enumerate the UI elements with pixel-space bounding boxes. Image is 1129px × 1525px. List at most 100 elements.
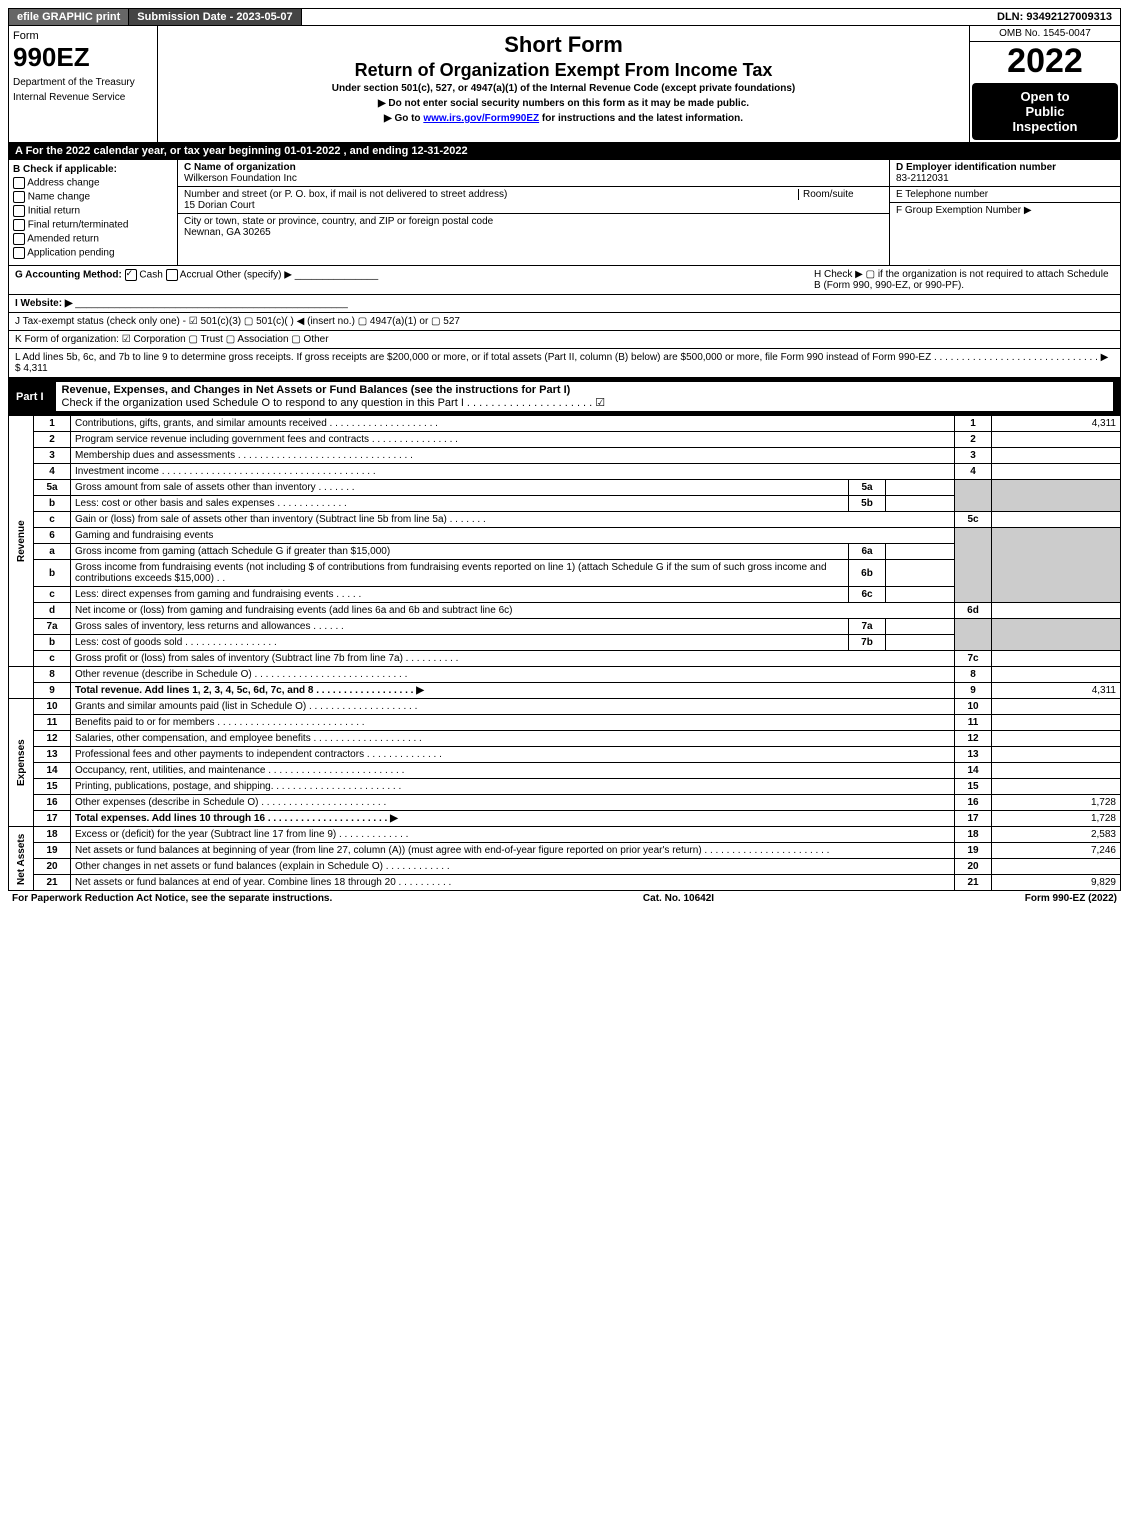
- ein-value: 83-2112031: [896, 173, 949, 184]
- footer-left: For Paperwork Reduction Act Notice, see …: [12, 893, 332, 904]
- section-c: C Name of organization Wilkerson Foundat…: [178, 160, 889, 265]
- accounting-label: G Accounting Method:: [15, 270, 122, 281]
- line-2-desc: Program service revenue including govern…: [71, 432, 955, 448]
- irs-label: Internal Revenue Service: [13, 92, 153, 103]
- line-20-desc: Other changes in net assets or fund bala…: [71, 859, 955, 875]
- under-section: Under section 501(c), 527, or 4947(a)(1)…: [166, 83, 961, 94]
- expenses-tab: Expenses: [9, 699, 34, 827]
- line-21-desc: Net assets or fund balances at end of ye…: [71, 875, 955, 891]
- section-bcd: B Check if applicable: Address change Na…: [8, 160, 1121, 266]
- page-footer: For Paperwork Reduction Act Notice, see …: [8, 891, 1121, 906]
- dln-number: DLN: 93492127009313: [989, 9, 1120, 25]
- line-19-value: 7,246: [992, 843, 1121, 859]
- netassets-tab: Net Assets: [9, 827, 34, 891]
- line-6a-desc: Gross income from gaming (attach Schedul…: [71, 544, 849, 560]
- line-18-value: 2,583: [992, 827, 1121, 843]
- line-3-desc: Membership dues and assessments . . . . …: [71, 448, 955, 464]
- form-number: 990EZ: [13, 42, 153, 73]
- line-6-desc: Gaming and fundraising events: [71, 528, 955, 544]
- part1-header: Part I Revenue, Expenses, and Changes in…: [8, 378, 1121, 415]
- part1-label: Part I: [16, 391, 56, 403]
- efile-print-button[interactable]: efile GRAPHIC print: [9, 9, 129, 25]
- check-address-change[interactable]: Address change: [13, 177, 173, 189]
- footer-form: Form 990-EZ (2022): [1025, 893, 1117, 904]
- section-def: D Employer identification number 83-2112…: [889, 160, 1120, 265]
- check-cash[interactable]: [125, 269, 137, 281]
- room-suite-label: Room/suite: [798, 189, 883, 200]
- form-id-block: Form 990EZ Department of the Treasury In…: [9, 26, 158, 142]
- title-block: Short Form Return of Organization Exempt…: [158, 26, 969, 142]
- line-6c-desc: Less: direct expenses from gaming and fu…: [71, 587, 849, 603]
- ein-label: D Employer identification number: [896, 162, 1056, 173]
- line-l-amount: 4,311: [23, 363, 47, 374]
- form-word: Form: [13, 30, 153, 42]
- revenue-tab: Revenue: [9, 416, 34, 667]
- section-b: B Check if applicable: Address change Na…: [9, 160, 178, 265]
- ssn-warning: ▶ Do not enter social security numbers o…: [166, 98, 961, 109]
- lines-table: Revenue 1Contributions, gifts, grants, a…: [8, 415, 1121, 891]
- line-1-value: 4,311: [992, 416, 1121, 432]
- line-5b-desc: Less: cost or other basis and sales expe…: [71, 496, 849, 512]
- open-public-badge: Open toPublicInspection: [972, 83, 1118, 140]
- check-final-return[interactable]: Final return/terminated: [13, 219, 173, 231]
- line-16-value: 1,728: [992, 795, 1121, 811]
- line-14-desc: Occupancy, rent, utilities, and maintena…: [71, 763, 955, 779]
- section-b-title: B Check if applicable:: [13, 164, 173, 175]
- line-17-desc: Total expenses. Add lines 10 through 16 …: [71, 811, 955, 827]
- line-18-desc: Excess or (deficit) for the year (Subtra…: [71, 827, 955, 843]
- line-7c-desc: Gross profit or (loss) from sales of inv…: [71, 651, 955, 667]
- goto-instruction: ▶ Go to www.irs.gov/Form990EZ for instru…: [166, 113, 961, 124]
- line-7b-desc: Less: cost of goods sold . . . . . . . .…: [71, 635, 849, 651]
- check-name-change[interactable]: Name change: [13, 191, 173, 203]
- line-17-value: 1,728: [992, 811, 1121, 827]
- line-16-desc: Other expenses (describe in Schedule O) …: [71, 795, 955, 811]
- line-9-desc: Total revenue. Add lines 1, 2, 3, 4, 5c,…: [71, 683, 955, 699]
- line-4-desc: Investment income . . . . . . . . . . . …: [71, 464, 955, 480]
- submission-date: Submission Date - 2023-05-07: [129, 9, 301, 25]
- org-city: Newnan, GA 30265: [184, 227, 271, 238]
- section-k-org: K Form of organization: ☑ Corporation ▢ …: [8, 331, 1121, 349]
- dept-treasury: Department of the Treasury: [13, 77, 153, 88]
- line-13-desc: Professional fees and other payments to …: [71, 747, 955, 763]
- check-pending[interactable]: Application pending: [13, 247, 173, 259]
- section-gh: G Accounting Method: Cash Accrual Other …: [8, 266, 1121, 295]
- part1-title: Revenue, Expenses, and Changes in Net As…: [62, 384, 571, 396]
- year-block: OMB No. 1545-0047 2022 Open toPublicInsp…: [969, 26, 1120, 142]
- section-h: H Check ▶ ▢ if the organization is not r…: [814, 269, 1114, 291]
- section-j-status: J Tax-exempt status (check only one) - ☑…: [8, 313, 1121, 331]
- line-9-value: 4,311: [992, 683, 1121, 699]
- section-a-tax-year: A For the 2022 calendar year, or tax yea…: [8, 143, 1121, 160]
- check-accrual[interactable]: [166, 269, 178, 281]
- phone-label: E Telephone number: [890, 187, 1120, 203]
- group-exemption: F Group Exemption Number ▶: [890, 203, 1120, 218]
- line-6b-desc: Gross income from fundraising events (no…: [71, 560, 849, 587]
- line-5c-desc: Gain or (loss) from sale of assets other…: [71, 512, 955, 528]
- line-7a-desc: Gross sales of inventory, less returns a…: [71, 619, 849, 635]
- line-15-desc: Printing, publications, postage, and shi…: [71, 779, 955, 795]
- top-bar: efile GRAPHIC print Submission Date - 20…: [8, 8, 1121, 26]
- return-title: Return of Organization Exempt From Incom…: [166, 60, 961, 81]
- org-address: 15 Dorian Court: [184, 200, 255, 211]
- line-1-desc: Contributions, gifts, grants, and simila…: [71, 416, 955, 432]
- short-form-title: Short Form: [166, 32, 961, 58]
- addr-label: Number and street (or P. O. box, if mail…: [184, 189, 507, 200]
- tax-year: 2022: [970, 42, 1120, 81]
- form-header: Form 990EZ Department of the Treasury In…: [8, 26, 1121, 143]
- line-11-desc: Benefits paid to or for members . . . . …: [71, 715, 955, 731]
- irs-link[interactable]: www.irs.gov/Form990EZ: [423, 113, 539, 124]
- section-l: L Add lines 5b, 6c, and 7b to line 9 to …: [8, 349, 1121, 378]
- part1-check: Check if the organization used Schedule …: [62, 397, 606, 409]
- footer-catalog: Cat. No. 10642I: [643, 893, 714, 904]
- org-name-label: C Name of organization: [184, 162, 296, 173]
- line-5a-desc: Gross amount from sale of assets other t…: [71, 480, 849, 496]
- line-19-desc: Net assets or fund balances at beginning…: [71, 843, 955, 859]
- line-10-desc: Grants and similar amounts paid (list in…: [71, 699, 955, 715]
- org-name: Wilkerson Foundation Inc: [184, 173, 297, 184]
- line-6d-desc: Net income or (loss) from gaming and fun…: [71, 603, 955, 619]
- section-i-website: I Website: ▶ ___________________________…: [8, 295, 1121, 313]
- city-label: City or town, state or province, country…: [184, 216, 493, 227]
- omb-number: OMB No. 1545-0047: [970, 26, 1120, 42]
- line-21-value: 9,829: [992, 875, 1121, 891]
- check-initial-return[interactable]: Initial return: [13, 205, 173, 217]
- check-amended[interactable]: Amended return: [13, 233, 173, 245]
